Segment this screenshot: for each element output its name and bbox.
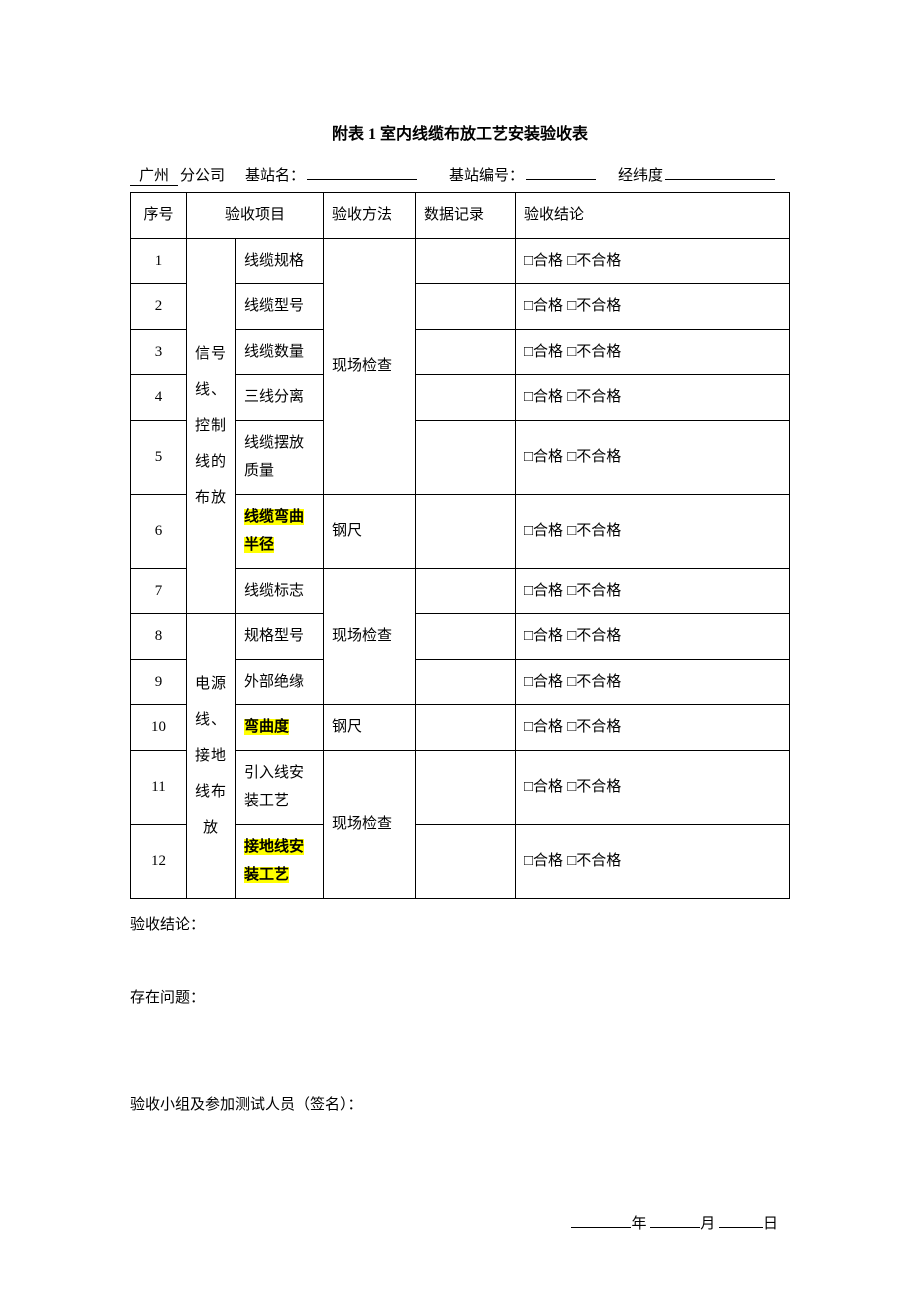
cell-conclusion: □合格 □不合格 — [516, 284, 790, 330]
month-label: 月 — [700, 1216, 715, 1232]
cell-method: 现场检查 — [324, 750, 416, 898]
cell-seq: 10 — [131, 705, 187, 751]
cell-seq: 4 — [131, 375, 187, 421]
cell-conclusion: □合格 □不合格 — [516, 659, 790, 705]
branch-value: 广州 — [130, 164, 178, 186]
cell-item: 线缆数量 — [236, 329, 324, 375]
cell-method: 钢尺 — [324, 705, 416, 751]
page-title: 附表 1 室内线缆布放工艺安装验收表 — [130, 120, 790, 144]
cell-conclusion: □合格 □不合格 — [516, 614, 790, 660]
header-conclusion: 验收结论 — [516, 193, 790, 239]
cell-record — [416, 750, 516, 824]
cell-conclusion: □合格 □不合格 — [516, 375, 790, 421]
cell-item: 规格型号 — [236, 614, 324, 660]
cell-conclusion: □合格 □不合格 — [516, 494, 790, 568]
cell-item: 引入线安装工艺 — [236, 750, 324, 824]
header-line: 广州 分公司 基站名： 基站编号： 经纬度 — [130, 162, 790, 186]
table-row: 1 信号线、控制线的布放 线缆规格 现场检查 □合格 □不合格 — [131, 238, 790, 284]
cell-category-1: 信号线、控制线的布放 — [187, 238, 236, 614]
date-line: 年 月 日 — [130, 1210, 790, 1233]
cell-conclusion: □合格 □不合格 — [516, 824, 790, 898]
cell-seq: 11 — [131, 750, 187, 824]
cell-conclusion: □合格 □不合格 — [516, 420, 790, 494]
cell-record — [416, 284, 516, 330]
cell-seq: 9 — [131, 659, 187, 705]
cell-conclusion: □合格 □不合格 — [516, 705, 790, 751]
cell-category-2: 电源线、接地线布放 — [187, 614, 236, 899]
cell-item: 外部绝缘 — [236, 659, 324, 705]
header-record: 数据记录 — [416, 193, 516, 239]
cell-method: 钢尺 — [324, 494, 416, 568]
year-label: 年 — [631, 1216, 646, 1232]
month-blank — [650, 1210, 700, 1228]
cell-item: 弯曲度 — [236, 705, 324, 751]
cell-conclusion: □合格 □不合格 — [516, 568, 790, 614]
cell-record — [416, 329, 516, 375]
cell-record — [416, 568, 516, 614]
site-no-value — [526, 162, 596, 180]
cell-item: 线缆规格 — [236, 238, 324, 284]
cell-seq: 2 — [131, 284, 187, 330]
issues-label: 存在问题： — [130, 986, 790, 1007]
cell-item: 线缆弯曲半径 — [236, 494, 324, 568]
site-no-label: 基站编号： — [449, 164, 524, 185]
conclusion-label: 验收结论： — [130, 913, 790, 934]
cell-seq: 12 — [131, 824, 187, 898]
cell-record — [416, 659, 516, 705]
cell-item: 接地线安装工艺 — [236, 824, 324, 898]
cell-record — [416, 614, 516, 660]
site-name-value — [307, 162, 417, 180]
cell-item: 线缆标志 — [236, 568, 324, 614]
lonlat-value — [665, 162, 775, 180]
cell-seq: 3 — [131, 329, 187, 375]
cell-record — [416, 824, 516, 898]
cell-method: 现场检查 — [324, 238, 416, 494]
day-label: 日 — [763, 1216, 778, 1232]
cell-record — [416, 375, 516, 421]
cell-seq: 1 — [131, 238, 187, 284]
branch-suffix-label: 分公司 — [180, 164, 225, 185]
cell-item: 线缆型号 — [236, 284, 324, 330]
day-blank — [719, 1210, 763, 1228]
cell-method: 现场检查 — [324, 568, 416, 705]
header-method: 验收方法 — [324, 193, 416, 239]
cell-seq: 5 — [131, 420, 187, 494]
acceptance-table: 序号 验收项目 验收方法 数据记录 验收结论 1 信号线、控制线的布放 线缆规格… — [130, 192, 790, 899]
cell-item: 三线分离 — [236, 375, 324, 421]
cell-record — [416, 494, 516, 568]
lonlat-label: 经纬度 — [618, 164, 663, 185]
cell-record — [416, 705, 516, 751]
table-row: 8 电源线、接地线布放 规格型号 □合格 □不合格 — [131, 614, 790, 660]
cell-seq: 6 — [131, 494, 187, 568]
cell-item: 线缆摆放质量 — [236, 420, 324, 494]
sign-label: 验收小组及参加测试人员（签名）： — [130, 1093, 790, 1114]
cell-record — [416, 238, 516, 284]
site-name-label: 基站名： — [245, 164, 305, 185]
header-seq: 序号 — [131, 193, 187, 239]
cell-seq: 8 — [131, 614, 187, 660]
cell-conclusion: □合格 □不合格 — [516, 329, 790, 375]
header-item: 验收项目 — [187, 193, 324, 239]
cell-seq: 7 — [131, 568, 187, 614]
cell-conclusion: □合格 □不合格 — [516, 238, 790, 284]
table-header-row: 序号 验收项目 验收方法 数据记录 验收结论 — [131, 193, 790, 239]
cell-record — [416, 420, 516, 494]
cell-conclusion: □合格 □不合格 — [516, 750, 790, 824]
year-blank — [571, 1210, 631, 1228]
